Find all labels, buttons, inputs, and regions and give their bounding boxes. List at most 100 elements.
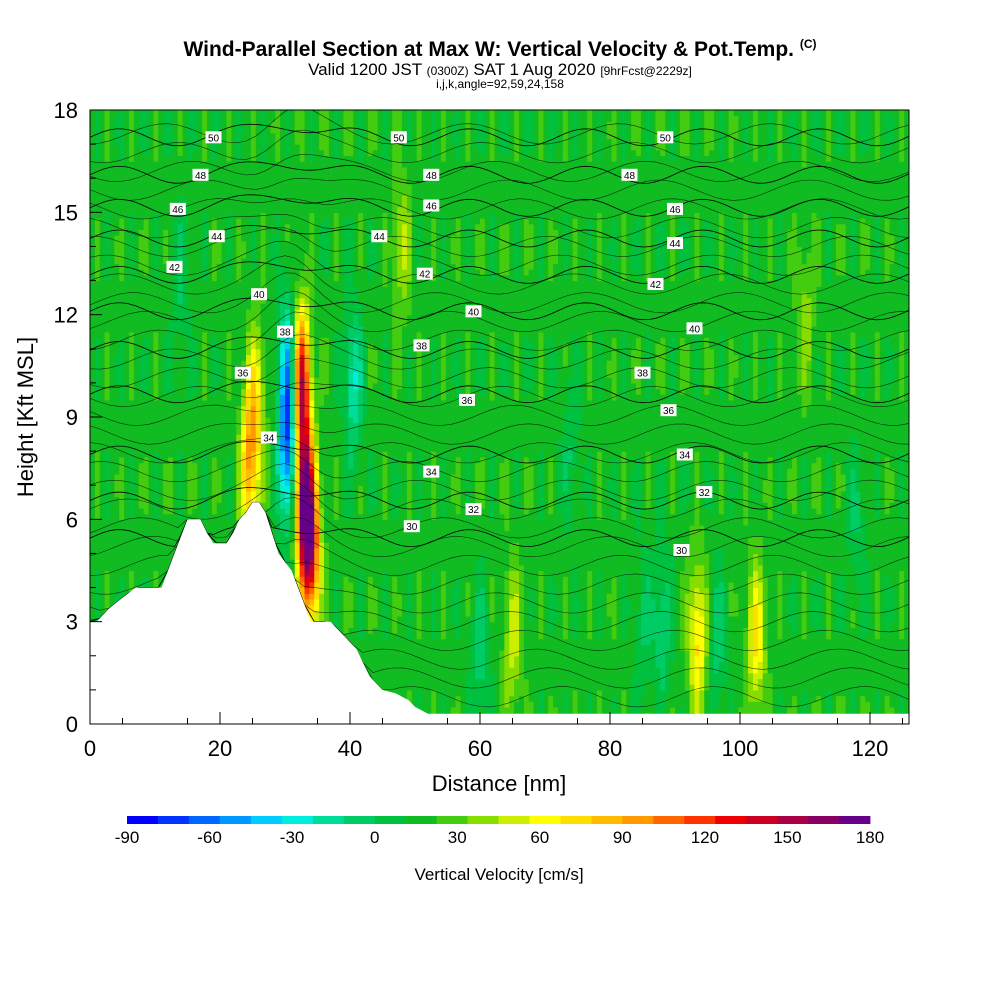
velocity-cell bbox=[260, 411, 267, 418]
velocity-cell bbox=[148, 200, 154, 208]
velocity-cell bbox=[153, 525, 159, 532]
velocity-cell bbox=[289, 360, 296, 367]
velocity-cell bbox=[90, 235, 96, 242]
velocity-cell bbox=[250, 434, 257, 441]
velocity-cell bbox=[158, 451, 164, 458]
velocity-cell bbox=[163, 348, 169, 356]
velocity-cell bbox=[289, 223, 296, 230]
velocity-cell bbox=[168, 365, 174, 373]
velocity-cell bbox=[153, 377, 159, 384]
velocity-cell bbox=[187, 507, 193, 515]
velocity-cell bbox=[182, 149, 189, 157]
velocity-cell bbox=[294, 110, 301, 117]
velocity-cell bbox=[304, 411, 310, 418]
velocity-cell bbox=[197, 365, 203, 373]
velocity-cell bbox=[221, 525, 228, 532]
velocity-cell bbox=[104, 576, 111, 583]
velocity-cell bbox=[241, 314, 247, 321]
velocity-cell bbox=[163, 564, 169, 572]
velocity-cell bbox=[289, 297, 296, 304]
velocity-cell bbox=[182, 451, 189, 458]
velocity-cell bbox=[172, 138, 179, 145]
velocity-cell bbox=[265, 485, 271, 492]
velocity-cell bbox=[241, 115, 247, 122]
velocity-cell bbox=[153, 468, 159, 475]
velocity-cell bbox=[207, 519, 213, 526]
velocity-cell bbox=[177, 348, 184, 356]
velocity-cell bbox=[289, 206, 296, 213]
velocity-cell bbox=[99, 235, 106, 242]
velocity-cell bbox=[158, 132, 164, 140]
velocity-cell bbox=[143, 280, 150, 287]
velocity-cell bbox=[265, 183, 271, 191]
velocity-cell bbox=[226, 331, 232, 339]
velocity-cell bbox=[226, 507, 232, 515]
velocity-cell bbox=[94, 326, 101, 333]
velocity-cell bbox=[133, 280, 140, 287]
velocity-cell bbox=[114, 138, 120, 145]
velocity-cell bbox=[129, 269, 135, 276]
velocity-cell bbox=[246, 314, 252, 321]
velocity-cell bbox=[99, 166, 106, 174]
velocity-cell bbox=[304, 189, 310, 196]
velocity-cell bbox=[114, 564, 120, 572]
velocity-cell bbox=[260, 405, 267, 412]
velocity-cell bbox=[158, 405, 164, 412]
velocity-cell bbox=[187, 183, 193, 191]
velocity-cell bbox=[299, 542, 306, 549]
velocity-cell bbox=[168, 559, 174, 566]
velocity-cell bbox=[168, 110, 174, 117]
velocity-cell bbox=[138, 485, 145, 492]
velocity-cell bbox=[90, 189, 96, 196]
velocity-cell bbox=[246, 377, 252, 384]
velocity-cell bbox=[124, 223, 130, 230]
velocity-cell bbox=[114, 542, 120, 549]
velocity-cell bbox=[94, 581, 101, 589]
velocity-cell bbox=[99, 479, 106, 486]
velocity-cell bbox=[99, 445, 106, 452]
velocity-cell bbox=[250, 189, 257, 196]
velocity-cell bbox=[207, 206, 213, 213]
velocity-cell bbox=[226, 320, 232, 327]
velocity-cell bbox=[255, 240, 262, 248]
velocity-cell bbox=[236, 172, 242, 179]
velocity-cell bbox=[241, 507, 247, 515]
velocity-cell bbox=[192, 115, 198, 122]
velocity-cell bbox=[129, 360, 135, 367]
velocity-cell bbox=[104, 445, 111, 452]
velocity-cell bbox=[314, 615, 320, 623]
velocity-cell bbox=[270, 485, 276, 492]
velocity-cell bbox=[114, 240, 120, 248]
velocity-cell bbox=[202, 439, 208, 447]
velocity-cell bbox=[289, 218, 296, 225]
velocity-cell bbox=[168, 326, 174, 333]
velocity-cell bbox=[192, 161, 198, 168]
velocity-cell bbox=[285, 280, 291, 287]
velocity-cell bbox=[231, 365, 237, 373]
velocity-cell bbox=[226, 212, 232, 219]
velocity-cell bbox=[158, 252, 164, 259]
velocity-cell bbox=[255, 456, 262, 464]
velocity-cell bbox=[309, 576, 315, 583]
velocity-cell bbox=[280, 519, 286, 526]
velocity-cell bbox=[260, 490, 267, 498]
velocity-cell bbox=[187, 382, 193, 390]
velocity-cell bbox=[216, 178, 223, 185]
velocity-cell bbox=[241, 388, 247, 395]
velocity-cell bbox=[211, 377, 218, 384]
velocity-cell bbox=[153, 451, 159, 458]
velocity-cell bbox=[163, 303, 169, 310]
velocity-cell bbox=[143, 246, 150, 253]
velocity-cell bbox=[94, 388, 101, 395]
velocity-cell bbox=[285, 274, 291, 282]
velocity-cell bbox=[177, 189, 184, 196]
velocity-cell bbox=[104, 155, 111, 162]
velocity-cell bbox=[280, 405, 286, 412]
velocity-cell bbox=[289, 320, 296, 327]
velocity-cell bbox=[192, 206, 198, 213]
velocity-cell bbox=[138, 422, 145, 429]
velocity-cell bbox=[99, 212, 106, 219]
velocity-cell bbox=[246, 326, 252, 333]
velocity-cell bbox=[153, 189, 159, 196]
velocity-cell bbox=[265, 138, 271, 145]
